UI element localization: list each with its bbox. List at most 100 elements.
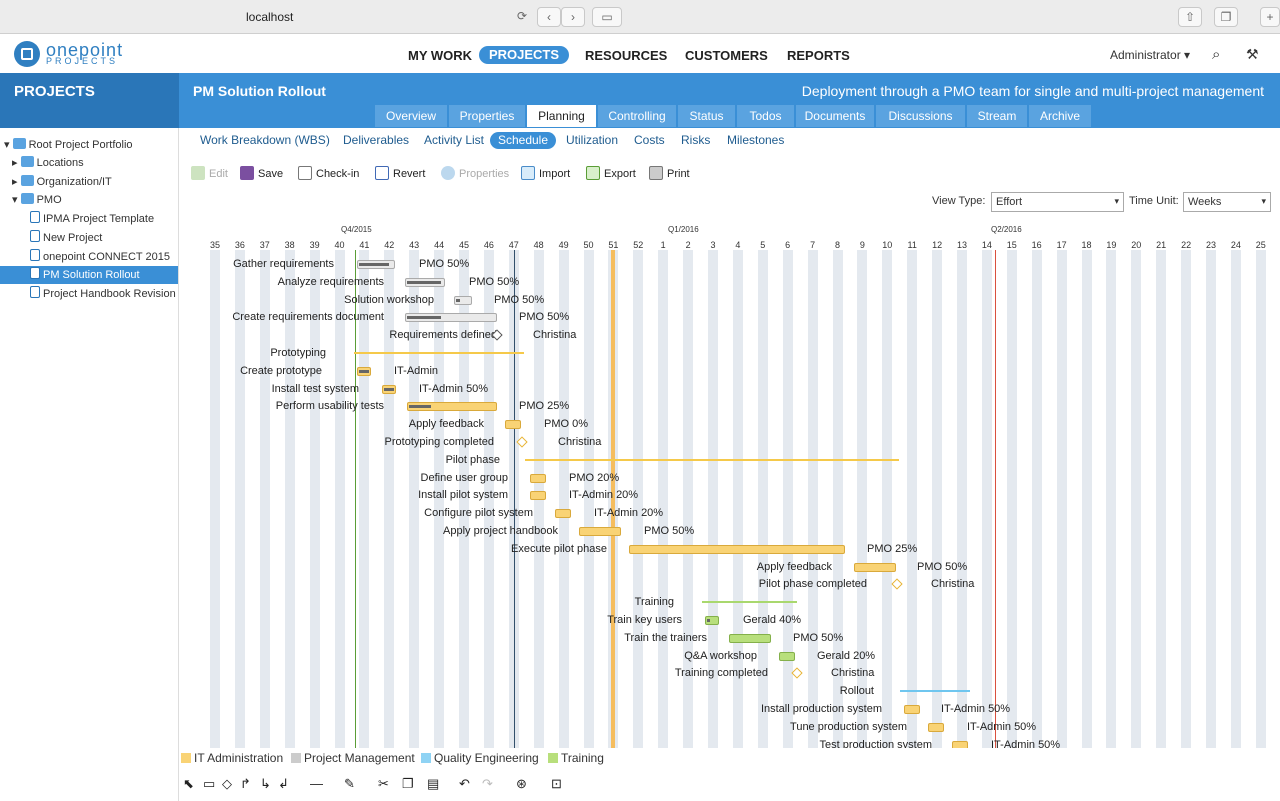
task-bar[interactable] xyxy=(854,562,896,572)
tab-properties[interactable]: Properties xyxy=(449,105,525,127)
print-button[interactable]: Print xyxy=(649,166,690,180)
tab-todos[interactable]: Todos xyxy=(737,105,794,127)
milestone-marker[interactable] xyxy=(791,667,803,680)
tools-icon[interactable]: ⚒ xyxy=(1246,46,1259,62)
revert-button[interactable]: Revert xyxy=(375,166,425,180)
tree-item-pm-solution-rollout[interactable]: PM Solution Rollout xyxy=(0,266,178,284)
forward-icon[interactable]: › xyxy=(561,7,585,27)
tab-stream[interactable]: Stream xyxy=(967,105,1027,127)
tab-status[interactable]: Status xyxy=(678,105,735,127)
import-button[interactable]: Import xyxy=(521,166,570,180)
properties-button[interactable]: Properties xyxy=(441,166,509,180)
tree-item-root[interactable]: ▾ Root Project Portfolio xyxy=(4,138,133,151)
edit-button[interactable]: Edit xyxy=(191,166,228,180)
task-bar[interactable] xyxy=(505,420,521,430)
task-bar[interactable] xyxy=(705,616,719,625)
subtab-milestones[interactable]: Milestones xyxy=(727,133,785,147)
address-bar[interactable]: localhost xyxy=(246,10,294,24)
task-bar[interactable] xyxy=(928,722,944,732)
tree-item-handbook[interactable]: Project Handbook Revision xyxy=(0,285,178,303)
back-icon[interactable]: ‹ xyxy=(537,7,561,27)
task-bar[interactable] xyxy=(904,705,920,714)
paste-icon[interactable]: ▤ xyxy=(427,776,440,791)
tab-controlling[interactable]: Controlling xyxy=(598,105,676,127)
undo-icon[interactable]: ↶ xyxy=(459,776,470,791)
copy-icon[interactable]: ❐ xyxy=(402,776,414,791)
share-icon[interactable]: ⇧ xyxy=(1178,7,1202,27)
select-tool-icon[interactable]: ⬉ xyxy=(183,776,194,791)
task-bar[interactable] xyxy=(530,473,546,483)
subtab-activity-list[interactable]: Activity List xyxy=(424,133,485,147)
task-bar[interactable] xyxy=(555,509,571,519)
link-tool-icon[interactable]: ↱ xyxy=(240,776,251,791)
task-bar[interactable] xyxy=(530,491,546,501)
task-bar[interactable] xyxy=(952,740,968,748)
subtab-schedule[interactable]: Schedule xyxy=(490,132,556,149)
view-type-select[interactable]: Effort ▾ xyxy=(991,192,1124,212)
time-unit-select[interactable]: Weeks ▾ xyxy=(1183,192,1271,212)
tab-overview[interactable]: Overview xyxy=(375,105,447,127)
new-tab-icon[interactable]: + xyxy=(1260,7,1280,27)
sidebar-toggle-icon[interactable]: ▭ xyxy=(592,7,622,27)
summary-bar[interactable] xyxy=(354,352,524,354)
tab-discussions[interactable]: Discussions xyxy=(876,105,965,127)
task-resource: PMO 20% xyxy=(569,471,620,484)
subtab-deliverables[interactable]: Deliverables xyxy=(343,133,410,147)
fit-icon[interactable]: ⊡ xyxy=(551,776,562,791)
summary-bar[interactable] xyxy=(525,458,899,461)
tree-item-locations[interactable]: ▸ Locations xyxy=(12,156,84,169)
nav-projects[interactable]: PROJECTS xyxy=(479,46,569,64)
task-bar[interactable] xyxy=(579,527,621,536)
tree-item-new-project[interactable]: New Project xyxy=(0,229,178,247)
activity-tool-icon[interactable]: ▭ xyxy=(203,776,216,791)
pencil-tool-icon[interactable]: ✎ xyxy=(344,776,355,791)
subtab-utilization[interactable]: Utilization xyxy=(566,133,619,147)
tabs-icon[interactable]: ❐ xyxy=(1214,7,1238,27)
tab-documents[interactable]: Documents xyxy=(796,105,874,127)
nav-my-work[interactable]: MY WORK xyxy=(408,48,473,63)
subtab-costs[interactable]: Costs xyxy=(634,133,665,147)
save-button[interactable]: Save xyxy=(240,166,283,180)
task-bar[interactable] xyxy=(454,295,472,305)
redo-icon[interactable]: ↷ xyxy=(482,776,493,791)
tree-item-pmo[interactable]: ▾ PMO xyxy=(12,193,62,206)
legend-swatch xyxy=(181,753,191,763)
cut-icon[interactable]: ✂ xyxy=(378,776,389,791)
task-bar[interactable] xyxy=(357,260,395,269)
reload-icon[interactable]: ⟳ xyxy=(516,9,528,23)
user-menu[interactable]: Administrator ▾ xyxy=(1110,48,1191,62)
task-resource: PMO 25% xyxy=(867,542,918,555)
milestone-marker[interactable] xyxy=(891,578,903,591)
task-resource: PMO 50% xyxy=(469,275,520,288)
tree-item-connect[interactable]: onepoint CONNECT 2015 xyxy=(0,248,178,266)
search-icon[interactable]: ⌕ xyxy=(1212,46,1221,63)
export-button[interactable]: Export xyxy=(586,166,636,180)
tree-item-organization[interactable]: ▸ Organization/IT xyxy=(12,175,112,188)
task-name: Requirements defined xyxy=(389,329,497,342)
tab-planning[interactable]: Planning xyxy=(527,105,596,127)
task-bar[interactable] xyxy=(729,633,771,643)
milestone-tool-icon[interactable]: ◇ xyxy=(222,776,232,791)
summary-bar[interactable] xyxy=(702,601,797,604)
nav-customers[interactable]: CUSTOMERS xyxy=(685,48,768,63)
reverse-link-tool-icon[interactable]: ↲ xyxy=(278,776,289,791)
tree-item-ipma[interactable]: IPMA Project Template xyxy=(0,210,178,228)
subtab-wbs[interactable]: Work Breakdown (WBS) xyxy=(200,133,330,147)
line-tool-icon[interactable]: ― xyxy=(310,776,323,791)
center-icon[interactable]: ⊛ xyxy=(516,776,527,791)
nav-reports[interactable]: REPORTS xyxy=(787,48,850,63)
task-bar[interactable] xyxy=(357,366,371,376)
baseline-line xyxy=(514,250,515,748)
task-bar[interactable] xyxy=(779,651,795,661)
summary-bar[interactable] xyxy=(900,690,970,693)
task-bar[interactable] xyxy=(382,384,396,394)
task-bar[interactable] xyxy=(405,277,445,287)
nav-resources[interactable]: RESOURCES xyxy=(585,48,668,63)
check-in-button[interactable]: Check-in xyxy=(298,166,359,180)
dependency-tool-icon[interactable]: ↳ xyxy=(260,776,271,791)
task-bar[interactable] xyxy=(629,544,845,554)
task-bar[interactable] xyxy=(405,313,497,323)
subtab-risks[interactable]: Risks xyxy=(681,133,711,147)
tab-archive[interactable]: Archive xyxy=(1029,105,1091,127)
task-bar[interactable] xyxy=(407,402,497,412)
